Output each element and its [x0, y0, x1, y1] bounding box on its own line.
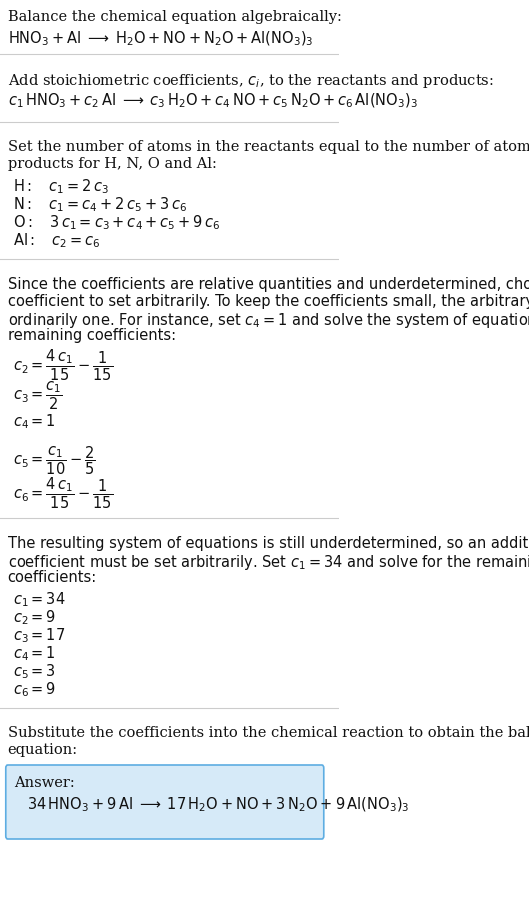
Text: Add stoichiometric coefficients, $c_i$, to the reactants and products:: Add stoichiometric coefficients, $c_i$, … — [8, 72, 494, 90]
Text: $\mathrm{O:}\quad 3\,c_1 = c_3 + c_4 + c_5 + 9\,c_6$: $\mathrm{O:}\quad 3\,c_1 = c_3 + c_4 + c… — [13, 213, 220, 232]
Text: remaining coefficients:: remaining coefficients: — [8, 328, 176, 343]
Text: $c_2 = 9$: $c_2 = 9$ — [13, 608, 56, 627]
Text: $c_4 = 1$: $c_4 = 1$ — [13, 412, 56, 430]
Text: Balance the chemical equation algebraically:: Balance the chemical equation algebraica… — [8, 10, 342, 24]
Text: coefficients:: coefficients: — [8, 570, 97, 585]
Text: $c_1 = 34$: $c_1 = 34$ — [13, 590, 66, 609]
Text: $c_5 = 3$: $c_5 = 3$ — [13, 662, 56, 681]
Text: $\mathrm{N:}\quad c_1 = c_4 + 2\,c_5 + 3\,c_6$: $\mathrm{N:}\quad c_1 = c_4 + 2\,c_5 + 3… — [13, 195, 187, 214]
Text: ordinarily one. For instance, set $c_4 = 1$ and solve the system of equations fo: ordinarily one. For instance, set $c_4 =… — [8, 311, 529, 330]
Text: $c_6 = 9$: $c_6 = 9$ — [13, 680, 56, 699]
Text: $c_3 = 17$: $c_3 = 17$ — [13, 626, 65, 645]
Text: products for H, N, O and Al:: products for H, N, O and Al: — [8, 157, 216, 171]
Text: $\mathrm{HNO_3 + Al} \;\longrightarrow\; \mathrm{H_2O + NO + N_2O + Al(NO_3)_3}$: $\mathrm{HNO_3 + Al} \;\longrightarrow\;… — [8, 30, 313, 49]
Text: $34\,\mathrm{HNO_3} + 9\,\mathrm{Al} \;\longrightarrow\; 17\,\mathrm{H_2O} + \ma: $34\,\mathrm{HNO_3} + 9\,\mathrm{Al} \;\… — [27, 796, 409, 815]
Text: Since the coefficients are relative quantities and underdetermined, choose a: Since the coefficients are relative quan… — [8, 277, 529, 292]
Text: $c_4 = 1$: $c_4 = 1$ — [13, 644, 56, 663]
Text: coefficient must be set arbitrarily. Set $c_1 = 34$ and solve for the remaining: coefficient must be set arbitrarily. Set… — [8, 553, 529, 572]
Text: $c_5 = \dfrac{c_1}{10} - \dfrac{2}{5}$: $c_5 = \dfrac{c_1}{10} - \dfrac{2}{5}$ — [13, 444, 95, 476]
Text: $c_1\,\mathrm{HNO_3} + c_2\,\mathrm{Al} \;\longrightarrow\; c_3\,\mathrm{H_2O} +: $c_1\,\mathrm{HNO_3} + c_2\,\mathrm{Al} … — [8, 92, 417, 110]
Text: coefficient to set arbitrarily. To keep the coefficients small, the arbitrary va: coefficient to set arbitrarily. To keep … — [8, 294, 529, 309]
Text: $\mathrm{Al:}\quad c_2 = c_6$: $\mathrm{Al:}\quad c_2 = c_6$ — [13, 231, 101, 250]
Text: Substitute the coefficients into the chemical reaction to obtain the balanced: Substitute the coefficients into the che… — [8, 726, 529, 740]
Text: $\mathrm{H:}\quad c_1 = 2\,c_3$: $\mathrm{H:}\quad c_1 = 2\,c_3$ — [13, 177, 109, 196]
Text: Answer:: Answer: — [14, 776, 75, 790]
Text: equation:: equation: — [8, 743, 78, 757]
Text: The resulting system of equations is still underdetermined, so an additional: The resulting system of equations is sti… — [8, 536, 529, 551]
Text: Set the number of atoms in the reactants equal to the number of atoms in the: Set the number of atoms in the reactants… — [8, 140, 529, 154]
FancyBboxPatch shape — [6, 765, 324, 839]
Text: $c_2 = \dfrac{4\,c_1}{15} - \dfrac{1}{15}$: $c_2 = \dfrac{4\,c_1}{15} - \dfrac{1}{15… — [13, 348, 113, 383]
Text: $c_3 = \dfrac{c_1}{2}$: $c_3 = \dfrac{c_1}{2}$ — [13, 380, 63, 412]
Text: $c_6 = \dfrac{4\,c_1}{15} - \dfrac{1}{15}$: $c_6 = \dfrac{4\,c_1}{15} - \dfrac{1}{15… — [13, 476, 113, 511]
